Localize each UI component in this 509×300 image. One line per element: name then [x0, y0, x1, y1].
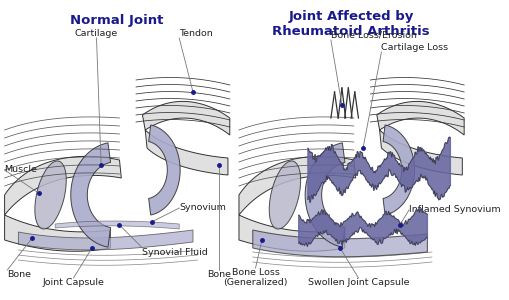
Polygon shape	[5, 215, 110, 251]
Polygon shape	[142, 101, 230, 135]
Polygon shape	[307, 137, 449, 202]
Text: Cartilage Loss: Cartilage Loss	[381, 43, 448, 52]
Text: Bone: Bone	[7, 270, 31, 279]
Text: Bone: Bone	[206, 270, 230, 279]
Polygon shape	[379, 130, 462, 175]
Text: Synovium: Synovium	[179, 203, 225, 212]
Text: Normal Joint: Normal Joint	[70, 14, 163, 27]
Text: Muscle: Muscle	[5, 166, 37, 175]
Polygon shape	[149, 125, 180, 215]
Polygon shape	[298, 209, 427, 247]
Polygon shape	[71, 143, 110, 247]
Text: Synovial Fluid: Synovial Fluid	[142, 248, 208, 257]
Text: Inflamed Synovium: Inflamed Synovium	[408, 206, 500, 214]
Text: Swollen Joint Capsule: Swollen Joint Capsule	[307, 278, 408, 287]
Ellipse shape	[269, 161, 300, 229]
Polygon shape	[18, 230, 192, 250]
Polygon shape	[252, 230, 427, 257]
Polygon shape	[145, 130, 228, 175]
Text: Bone Loss
(Generalized): Bone Loss (Generalized)	[223, 268, 287, 287]
Polygon shape	[304, 143, 344, 247]
Text: Bone Loss/Erosion: Bone Loss/Erosion	[330, 31, 416, 40]
Polygon shape	[239, 156, 355, 215]
Text: Joint Affected by
Rheumatoid Arthritis: Joint Affected by Rheumatoid Arthritis	[272, 10, 429, 38]
Polygon shape	[382, 125, 414, 215]
Text: Joint Capsule: Joint Capsule	[43, 278, 104, 287]
Polygon shape	[239, 215, 344, 251]
Text: Tendon: Tendon	[179, 29, 213, 38]
Polygon shape	[55, 221, 179, 229]
Polygon shape	[5, 156, 121, 215]
Polygon shape	[376, 101, 463, 135]
Text: Cartilage: Cartilage	[75, 29, 118, 38]
Ellipse shape	[35, 161, 66, 229]
